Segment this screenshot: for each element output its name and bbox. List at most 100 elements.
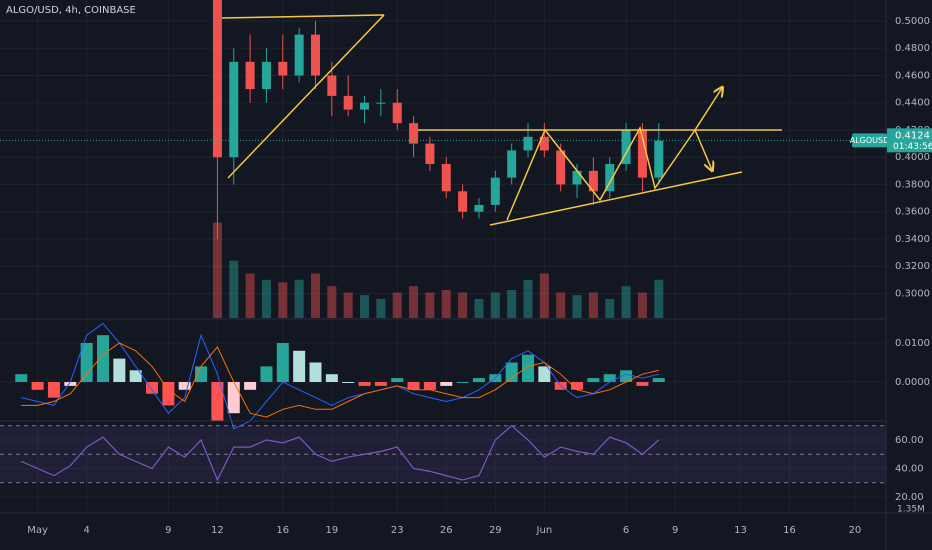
- histogram-bar: [587, 378, 600, 383]
- histogram-bar: [15, 374, 28, 383]
- x-tick-label: 9: [672, 525, 678, 536]
- volume-bar: [343, 292, 353, 318]
- histogram-bar: [244, 382, 257, 390]
- candle-body: [572, 170, 582, 185]
- histogram-bar: [276, 342, 289, 383]
- histogram-bar: [80, 342, 93, 383]
- histogram-bar: [178, 382, 191, 390]
- histogram-bar: [472, 378, 485, 383]
- price-pane: [0, 0, 886, 318]
- volume-bar: [294, 279, 304, 318]
- axes: May 4 9 12 16 19 23 26 29 Jun 6 9 13 16 20 0.5000 0.4800…: [27, 16, 932, 536]
- y-tick-label: 0.0000: [895, 377, 930, 388]
- x-tick-label: 29: [489, 525, 502, 536]
- x-tick-label: May: [27, 525, 48, 536]
- histogram-bar: [636, 382, 649, 386]
- y-tick-label: 0.3200: [895, 261, 930, 272]
- volume-bar: [310, 273, 320, 318]
- histogram-bar: [571, 382, 584, 390]
- histogram-bar: [64, 382, 77, 386]
- x-tick-label: 23: [391, 525, 404, 536]
- x-tick-label: 13: [734, 525, 747, 536]
- volume-bar: [441, 290, 451, 318]
- histogram-bar: [374, 382, 387, 386]
- zigzag: [506, 125, 696, 221]
- trend-line: [221, 14, 385, 19]
- histogram-bar: [358, 382, 371, 386]
- candle-body: [392, 102, 402, 124]
- histogram-bar: [603, 374, 616, 383]
- candle-body: [327, 75, 337, 96]
- volume-bar: [490, 292, 500, 318]
- candle-body: [294, 34, 304, 76]
- histogram-bar: [456, 382, 469, 384]
- y-tick-label: 20.00: [895, 492, 924, 503]
- volume-bar: [474, 298, 484, 318]
- histogram-bar: [31, 382, 44, 390]
- x-tick-label: 19: [325, 525, 338, 536]
- x-tick-label: 16: [276, 525, 289, 536]
- volume-bar: [376, 298, 386, 318]
- y-tick-label: 0.3800: [895, 179, 930, 190]
- price-tag-value: 0.4124: [895, 130, 930, 141]
- arrow-down: [694, 129, 712, 170]
- volume-bar: [229, 260, 239, 318]
- symbol-tag: [852, 133, 887, 148]
- x-tick-label: 12: [211, 525, 224, 536]
- histogram-bar: [309, 362, 322, 383]
- y-tick-label: 40.00: [895, 463, 924, 474]
- y-tick-label: 0.4600: [895, 70, 930, 81]
- histogram-bar: [407, 382, 420, 390]
- histogram-bar: [620, 370, 633, 383]
- histogram-bar: [113, 358, 126, 383]
- y-tick-label: 0.4400: [895, 98, 930, 109]
- trend-line: [227, 14, 385, 179]
- histogram-bar: [162, 382, 175, 406]
- support-line: [489, 171, 743, 226]
- histogram-bar: [47, 382, 60, 398]
- y-tick-label: 0.4800: [895, 43, 930, 54]
- x-tick-label: 20: [849, 525, 862, 536]
- volume-bar: [278, 282, 288, 318]
- candle-body: [441, 164, 451, 192]
- signal-line: [21, 342, 659, 418]
- volume-bar: [605, 298, 615, 318]
- candle-body: [588, 170, 598, 192]
- volume-bar: [327, 286, 337, 318]
- volume-bar: [556, 292, 566, 318]
- candle-body: [310, 34, 320, 76]
- y-tick-label: 0.3600: [895, 207, 930, 218]
- candle-body: [490, 177, 500, 205]
- volume-bar: [458, 292, 468, 318]
- histogram-bar: [325, 374, 338, 383]
- volume-bar: [654, 279, 664, 318]
- candle-body: [229, 61, 239, 158]
- histogram-bar: [423, 382, 436, 390]
- candle-body: [458, 191, 468, 212]
- histogram-bar: [260, 366, 273, 383]
- histogram-bar: [227, 382, 240, 414]
- volume-bar: [261, 279, 271, 318]
- volume-bar: [245, 273, 255, 318]
- candle-body: [539, 136, 549, 151]
- candle-body: [654, 140, 664, 178]
- x-tick-label: 6: [623, 525, 629, 536]
- histogram-bar: [652, 378, 665, 383]
- histogram-bar: [391, 378, 404, 383]
- drawings: [221, 14, 782, 226]
- candle-body: [409, 123, 419, 144]
- volume-bar: [425, 292, 435, 318]
- histogram-bar: [505, 362, 518, 383]
- arrow-up: [694, 88, 722, 131]
- y-tick-label: 0.4000: [895, 152, 930, 163]
- x-tick-label: 4: [83, 525, 89, 536]
- volume-bar: [523, 279, 533, 318]
- volume-bar: [392, 292, 402, 318]
- candle-body: [245, 61, 255, 90]
- x-tick-label: Jun: [536, 525, 553, 536]
- y-tick-label: 0.3000: [895, 288, 930, 299]
- candle-body: [343, 95, 353, 110]
- volume-bar: [360, 295, 370, 318]
